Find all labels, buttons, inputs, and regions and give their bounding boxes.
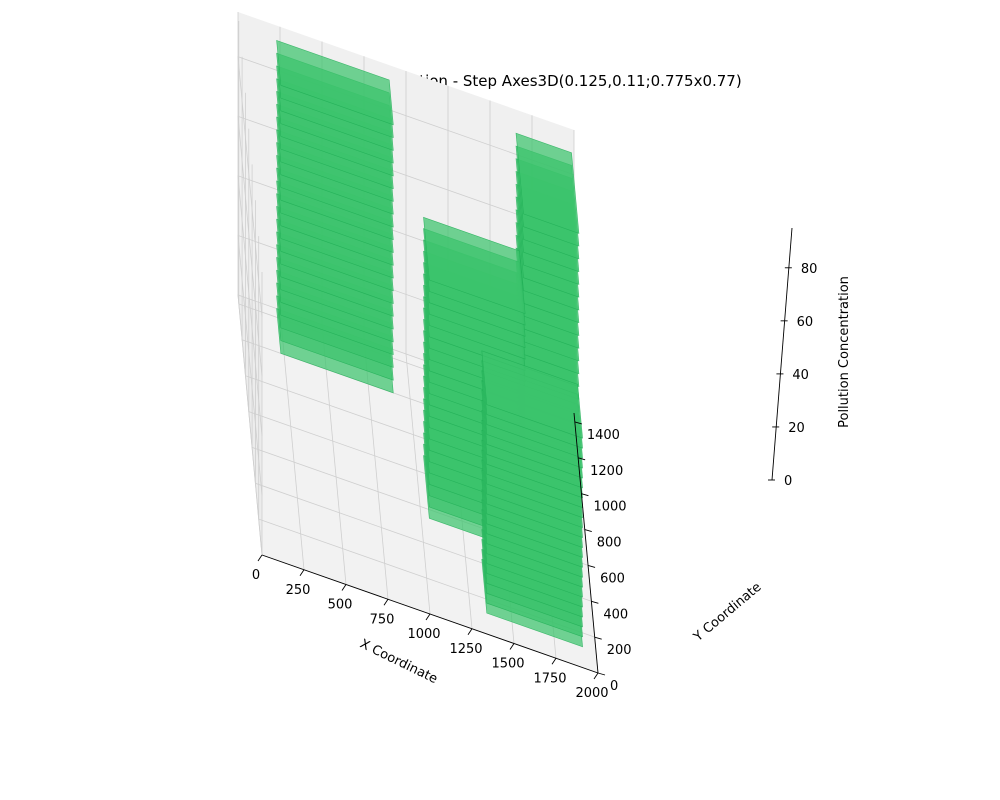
y-tick-label: 1200: [590, 464, 623, 479]
y-tick: [584, 529, 592, 532]
z-tick-label: 20: [788, 421, 805, 436]
tick-marks: [257, 267, 792, 680]
y-axis-line: [573, 412, 599, 674]
x-tick-label: 1250: [449, 642, 482, 657]
pollution-plane: [481, 350, 583, 439]
z-grid-line: [237, 56, 575, 317]
y-tick: [578, 457, 586, 461]
pollution-plane: [423, 216, 526, 315]
x-tick-label: 250: [286, 583, 311, 598]
y-tick: [581, 493, 589, 497]
y-tick-label: 0: [610, 679, 618, 694]
y-tick-label: 1000: [593, 500, 626, 515]
x-tick-label: 2000: [575, 686, 608, 701]
x-tick: [383, 599, 389, 606]
z-tick-label: 0: [784, 474, 792, 489]
y-tick-label: 200: [607, 643, 632, 658]
y-tick: [594, 636, 602, 640]
x-axis-label: X Coordinate: [357, 637, 439, 687]
x-tick-label: 750: [370, 612, 395, 627]
z-axis-label: Pollution Concentration: [837, 276, 852, 428]
y-tick: [597, 672, 606, 676]
z-tick-label: 80: [801, 262, 818, 277]
z-tick-label: 60: [797, 315, 814, 330]
x-tick-label: 1500: [491, 657, 524, 672]
x-tick-label: 0: [252, 568, 260, 583]
pollution-plane: [276, 40, 394, 126]
pollution-plane: [515, 132, 580, 234]
x-tick: [257, 554, 263, 562]
y-tick: [591, 600, 599, 604]
x-tick: [341, 584, 347, 591]
x-tick-label: 1000: [407, 627, 440, 642]
x-tick-label: 500: [328, 598, 353, 613]
y-tick: [587, 564, 596, 568]
y-tick-label: 600: [600, 571, 625, 586]
x-tick-label: 1750: [533, 671, 566, 686]
pollution-column: [276, 40, 394, 394]
z-axis-line: [771, 227, 793, 481]
x-tick: [425, 613, 431, 621]
x-tick: [509, 643, 515, 650]
y-tick-label: 1400: [587, 428, 620, 443]
data-columns: [276, 40, 583, 648]
y-tick-label: 400: [603, 607, 628, 622]
z-tick-label: 40: [792, 368, 809, 383]
x-tick: [551, 658, 557, 665]
z-grid-line: [237, 115, 575, 377]
y-tick: [574, 421, 582, 425]
x-tick: [467, 628, 473, 635]
y-axis-label: Y Coordinate: [690, 580, 764, 646]
pollution-column: [481, 350, 583, 648]
x-tick: [593, 672, 599, 680]
x-tick: [299, 569, 305, 576]
y-tick-label: 800: [597, 536, 622, 551]
